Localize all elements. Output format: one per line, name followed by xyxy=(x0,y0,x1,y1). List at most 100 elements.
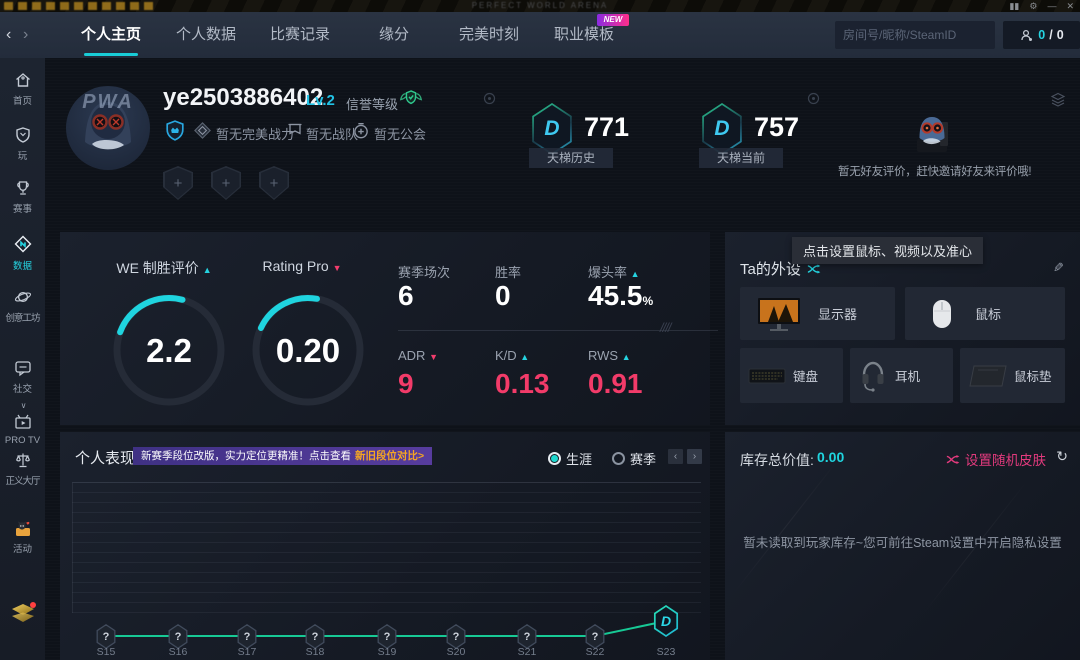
season-point-s15[interactable]: ? xyxy=(96,624,116,649)
rank-unknown: ? xyxy=(586,625,604,648)
gear-tile-headset[interactable]: 耳机 xyxy=(850,348,953,403)
radio-career[interactable]: 生涯 xyxy=(548,449,592,468)
metric-headshot-value: 45.5% xyxy=(588,280,653,312)
avatar-character xyxy=(85,102,131,150)
gear-title: Ta的外设 xyxy=(740,258,821,279)
add-badge-slot-3[interactable]: + xyxy=(259,166,289,200)
trend-up-icon: ▲ xyxy=(202,265,212,275)
rank-unknown: ? xyxy=(306,625,324,648)
rank-unknown: ? xyxy=(97,625,115,648)
season-point-s22[interactable]: ? xyxy=(585,624,605,649)
new-badge: NEW xyxy=(597,14,629,26)
add-badge-slot-2[interactable]: + xyxy=(211,166,241,200)
season-point-s16[interactable]: ? xyxy=(168,624,188,649)
season-banner[interactable]: 新赛季段位改版，实力定位更精准！点击查看 新旧段位对比> xyxy=(133,447,433,465)
settings-gear-icon[interactable]: ⚙ xyxy=(1029,1,1038,11)
chart-next-button[interactable]: › xyxy=(687,449,702,464)
metric-winrate-label: 胜率 xyxy=(495,265,522,280)
refresh-icon[interactable]: ↻ xyxy=(1056,448,1068,464)
sidebar-item-home[interactable]: 首页 xyxy=(0,70,45,107)
ladder-current-label: 天梯当前 xyxy=(699,148,783,168)
minimize-icon[interactable]: — xyxy=(1047,1,1057,11)
performance-panel: 个人表现 新赛季段位改版，实力定位更精准！点击查看 新旧段位对比> 生涯 赛季 ‹… xyxy=(60,432,710,660)
signal-bars-icon[interactable]: ▮▮ xyxy=(1009,1,1020,11)
username: ye2503886402 xyxy=(163,84,324,111)
sidebar-rank-badge[interactable] xyxy=(0,602,45,626)
gear-tile-keyboard[interactable]: 键盘 xyxy=(740,348,843,403)
edit-gear-button[interactable]: ✎ xyxy=(1053,260,1064,275)
season-label: S18 xyxy=(305,646,325,658)
season-label: S16 xyxy=(168,646,188,658)
metric-matches-label: 赛季场次 xyxy=(398,265,451,280)
sidebar-item-pro-tv[interactable]: PRO TV xyxy=(0,412,45,446)
metric-winrate-value: 0 xyxy=(495,280,511,311)
matchmaking-counter[interactable]: 0 / 0 xyxy=(1003,21,1080,49)
review-hint: 暂无好友评价，赶快邀请好友来评价哦! xyxy=(838,166,1032,178)
search-input[interactable] xyxy=(835,28,1006,42)
sidebar-item-activity[interactable]: 活动 xyxy=(0,520,45,555)
sidebar-item-social[interactable]: 社交 ∨ xyxy=(0,358,45,413)
ladder-current-value: 757 xyxy=(754,112,800,142)
sidebar-item-events[interactable]: 赛事 xyxy=(0,178,45,215)
avatar[interactable]: PWA xyxy=(66,86,150,170)
sidebar-item-play[interactable]: 玩 xyxy=(0,125,45,162)
rank-d: D xyxy=(655,607,677,635)
sidebar-item-workshop[interactable]: 创意工坊 xyxy=(0,287,45,324)
random-skin-button[interactable]: 设置随机皮肤 xyxy=(946,449,1046,469)
no-power-diamond-icon xyxy=(194,122,211,139)
chevron-down-icon: ∨ xyxy=(20,401,27,410)
tab-match-history[interactable]: 比赛记录 xyxy=(267,12,333,58)
radio-dot xyxy=(612,452,625,465)
tab-label: 缘分 xyxy=(378,26,409,43)
season-point-s20[interactable]: ? xyxy=(446,624,466,649)
nav-forward-button[interactable]: › xyxy=(23,26,29,43)
tab-personal-home[interactable]: 个人主页 xyxy=(78,12,144,58)
tab-label: 比赛记录 xyxy=(269,26,330,43)
add-badge-slot-1[interactable]: + xyxy=(163,166,193,200)
gear-tile-mouse[interactable]: 鼠标 xyxy=(905,287,1065,340)
close-icon[interactable]: ✕ xyxy=(1066,1,1074,11)
gear-title-text: Ta的外设 xyxy=(740,261,801,278)
trend-up-icon: ▲ xyxy=(621,352,631,362)
avatar-watermark: PWA xyxy=(82,91,134,113)
gear-tile-mousepad[interactable]: 鼠标垫 xyxy=(960,348,1065,403)
season-point-s18[interactable]: ? xyxy=(305,624,325,649)
tab-personal-data[interactable]: 个人数据 xyxy=(173,12,239,58)
season-point-s17[interactable]: ? xyxy=(237,624,257,649)
gear-tile-monitor[interactable]: 显示器 xyxy=(740,287,895,340)
season-label: S22 xyxy=(585,646,605,658)
tab-perfect-moment[interactable]: 完美时刻 xyxy=(456,12,522,58)
banner-link[interactable]: 新旧段位对比> xyxy=(355,450,425,462)
tab-pro-template[interactable]: 职业模板 xyxy=(551,12,617,58)
gear-tooltip: 点击设置鼠标、视频以及准心 xyxy=(792,237,984,264)
target-deco-icon xyxy=(483,92,496,105)
metric-matches-value: 6 xyxy=(398,280,414,311)
tv-icon xyxy=(14,414,31,429)
nav-back-button[interactable]: ‹ xyxy=(6,26,12,43)
chart-prev-button[interactable]: ‹ xyxy=(668,449,683,464)
no-guild-label: 暂无公会 xyxy=(374,127,427,142)
season-point-s19[interactable]: ? xyxy=(377,624,397,649)
navbar: ‹ › 个人主页 个人数据 比赛记录 缘分 完美时刻 职业模板 NEW 0 / xyxy=(0,12,1080,58)
search-box xyxy=(835,21,1006,49)
season-point-s21[interactable]: ? xyxy=(517,624,537,649)
metric-adr-label: ADR ▼ xyxy=(398,348,438,363)
keyboard-image xyxy=(748,368,786,383)
sidebar-item-data[interactable]: 数据 xyxy=(0,233,45,272)
active-tab-underline xyxy=(84,53,138,56)
sidebar-item-justice-hall[interactable]: 正义大厅 xyxy=(0,450,45,487)
stats-panel: WE 制胜评价 ▲ 2.2 Rating Pro ▼ 0.20 赛季场次 6 胜… xyxy=(60,232,718,425)
season-label: S23 xyxy=(656,646,676,658)
tab-fate[interactable]: 缘分 xyxy=(377,12,411,58)
radio-season[interactable]: 赛季 xyxy=(612,449,656,468)
metric-adr-value: 9 xyxy=(398,368,414,399)
ladder-history-value: 771 xyxy=(584,112,630,142)
ladder-history-badge: D xyxy=(532,103,572,155)
guild-icon xyxy=(354,122,368,139)
mascot-image xyxy=(917,117,948,152)
gauge-label-text: Rating Pro xyxy=(262,258,329,274)
metric-value-text: 45.5 xyxy=(588,280,643,311)
activity-icon xyxy=(15,521,30,536)
metric-label-text: 爆头率 xyxy=(588,265,628,280)
gear-tile-label: 耳机 xyxy=(895,370,921,384)
